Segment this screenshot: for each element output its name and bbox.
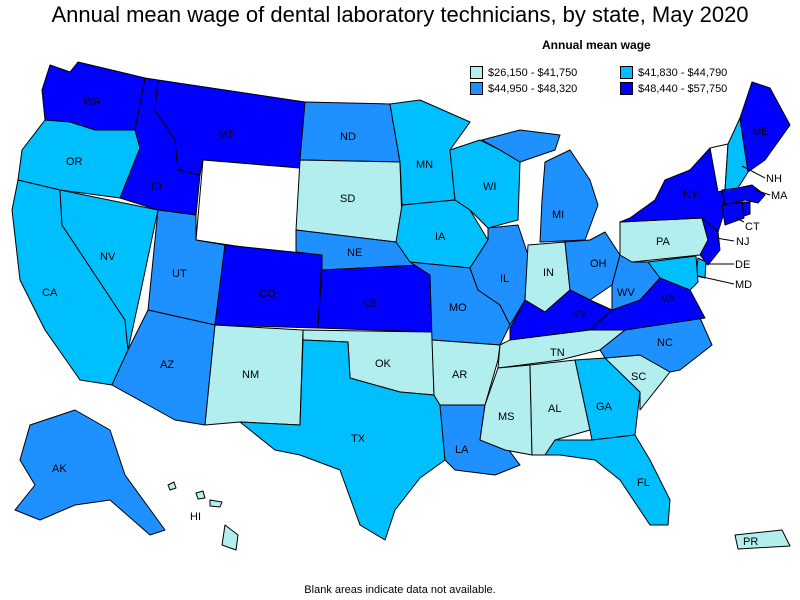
state-label-sc: SC [631,371,646,383]
state-hi[interactable] [167,481,239,551]
legend-swatch [470,66,483,79]
state-label-oh: OH [590,258,607,270]
legend-label: $48,440 - $57,750 [638,82,728,95]
state-label-sd: SD [340,193,355,205]
state-label-nm: NM [242,369,259,381]
state-wi[interactable] [449,139,521,229]
state-label-in: IN [543,267,554,279]
leader-line-md [697,275,735,285]
state-label-fl: FL [637,477,650,489]
state-label-tx: TX [351,433,366,445]
state-label-nj: NJ [736,236,749,248]
footer-note: Blank areas indicate data not available. [304,584,496,596]
legend-swatch [620,82,633,95]
state-il[interactable] [469,224,529,326]
state-label-nv: NV [100,251,116,263]
leader-line-nj [715,237,735,242]
state-ri[interactable] [741,201,751,217]
leader-line-ct [735,217,745,223]
legend-item-tier-1: $41,830 - $44,790 [620,66,727,79]
state-label-ia: IA [435,231,446,243]
state-label-al: AL [548,403,561,415]
state-label-wi: WI [483,181,496,193]
state-label-ca: CA [42,287,58,299]
state-label-ct: CT [745,221,760,233]
state-me[interactable] [739,81,791,173]
state-label-la: LA [455,444,469,456]
state-label-ok: OK [375,358,392,370]
state-label-wv: WV [617,287,635,299]
state-label-ma: MA [771,190,788,202]
state-label-mn: MN [416,159,433,171]
legend-item-tier-0: $26,150 - $41,750 [470,66,577,79]
legend-item-tier-3: $48,440 - $57,750 [620,82,727,95]
legend-label: $26,150 - $41,750 [488,66,578,79]
state-label-mo: MO [449,302,467,314]
state-co[interactable] [214,244,323,329]
state-label-ga: GA [596,401,613,413]
state-label-pr: PR [743,536,758,548]
state-tx[interactable] [239,339,446,541]
state-label-tn: TN [550,347,565,359]
state-label-me: ME [752,126,769,138]
state-label-or: OR [66,156,83,168]
state-nj[interactable] [699,217,721,266]
state-label-id: ID [151,181,162,193]
leader-line-ma [754,189,771,196]
legend-label: $44,950 - $48,320 [488,82,578,95]
state-label-ms: MS [498,411,515,423]
state-label-az: AZ [160,359,174,371]
state-label-ak: AK [52,463,67,475]
state-label-pa: PA [656,236,671,248]
legend-title: Annual mean wage [542,38,651,52]
state-label-ky: KY [572,309,587,321]
state-label-co: CO [259,288,276,300]
state-label-ar: AR [452,369,467,381]
state-label-md: MD [735,279,752,291]
state-ct[interactable] [721,201,745,226]
legend-swatch [620,66,633,79]
state-md[interactable] [647,255,699,291]
state-fl[interactable] [544,434,671,526]
legend-label: $41,830 - $44,790 [638,66,728,79]
state-label-de: DE [735,259,750,271]
state-label-ks: KS [362,298,377,310]
state-ak[interactable] [14,409,166,536]
state-label-va: VA [661,293,676,305]
state-wy[interactable] [195,159,301,256]
state-mt[interactable] [154,79,306,176]
state-label-nd: ND [340,131,356,143]
state-label-il: IL [500,273,509,285]
state-label-ut: UT [172,268,187,280]
legend-item-tier-2: $44,950 - $48,320 [470,82,577,95]
state-ny[interactable] [619,147,726,233]
state-label-ny: NY [683,189,699,201]
map-title: Annual mean wage of dental laboratory te… [51,2,749,27]
state-label-nc: NC [657,337,673,349]
state-label-mt: MT [218,129,234,141]
state-label-nh: NH [766,173,782,185]
state-label-hi: HI [190,511,201,523]
state-mi[interactable] [481,129,599,243]
leader-line-nh [741,165,766,179]
legend-swatch [470,82,483,95]
state-label-wa: WA [83,96,101,108]
state-label-mi: MI [552,209,564,221]
state-label-ne: NE [347,247,362,259]
state-pr[interactable] [734,529,791,550]
